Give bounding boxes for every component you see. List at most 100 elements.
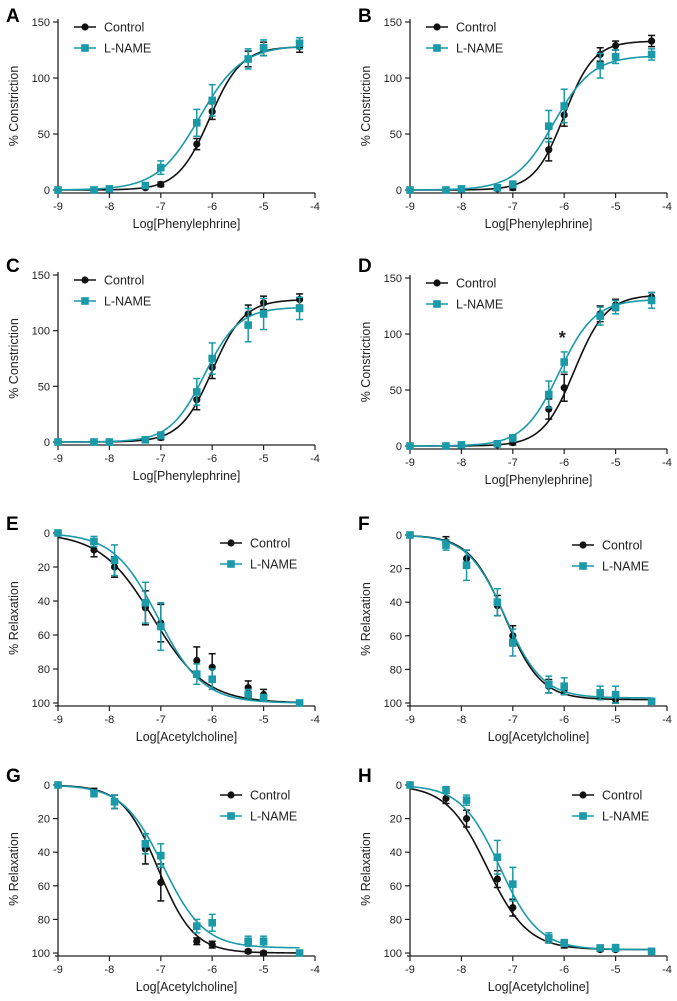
data-point — [259, 43, 268, 52]
x-tick-label: -7 — [156, 201, 166, 213]
x-axis-title: Log[Phenylephrine] — [485, 473, 593, 487]
data-point — [192, 922, 201, 930]
data-point — [244, 937, 252, 946]
x-tick-label: -7 — [156, 714, 166, 726]
data-point — [157, 878, 165, 887]
data-point — [295, 949, 304, 957]
x-tick-label: -9 — [405, 714, 415, 726]
data-point — [611, 303, 620, 311]
y-tick-label: 100 — [32, 698, 50, 710]
series-l-name — [54, 296, 304, 446]
data-point — [560, 358, 568, 366]
series-control — [54, 40, 304, 194]
data-point — [192, 119, 201, 127]
series-control — [406, 291, 656, 450]
data-point — [406, 442, 414, 450]
panel-label: B — [358, 6, 372, 27]
x-tick-label: -8 — [105, 453, 115, 465]
y-axis-title: % Relaxation — [7, 581, 21, 655]
data-point — [208, 675, 216, 683]
y-tick-label: 40 — [38, 847, 50, 859]
panel-label: C — [6, 256, 20, 277]
legend-marker — [81, 276, 89, 284]
legend-label: Control — [104, 274, 144, 288]
x-tick-label: -5 — [611, 714, 621, 726]
data-point — [192, 388, 201, 396]
y-tick-label: 60 — [38, 881, 50, 893]
data-point — [509, 904, 517, 912]
y-tick-label: 20 — [38, 562, 50, 574]
data-point — [105, 185, 114, 193]
y-tick-label: 20 — [390, 564, 402, 576]
data-point — [406, 781, 414, 789]
data-point — [611, 52, 620, 61]
x-tick-label: -6 — [207, 714, 217, 726]
x-axis-title: Log[Phenylephrine] — [133, 217, 241, 231]
x-tick-label: -5 — [611, 201, 621, 213]
x-tick-label: -9 — [405, 201, 415, 213]
y-axis-title: % Constriction — [359, 66, 373, 147]
legend-label: Control — [250, 537, 290, 551]
data-point — [442, 541, 450, 549]
data-point — [90, 186, 98, 194]
data-point — [612, 41, 620, 50]
legend-label: L-NAME — [250, 558, 297, 572]
x-tick-label: -5 — [259, 453, 269, 465]
x-tick-label: -5 — [259, 964, 269, 976]
data-point — [560, 102, 568, 110]
series-l-name — [406, 291, 656, 450]
panel-label: E — [6, 514, 19, 535]
series-control — [406, 531, 656, 705]
y-tick-label: 60 — [38, 630, 50, 642]
fit-curve — [57, 46, 300, 191]
y-tick-label: 100 — [32, 948, 50, 960]
y-tick-label: 60 — [390, 881, 402, 893]
y-tick-label: 0 — [44, 528, 50, 540]
data-point — [259, 694, 268, 702]
x-tick-label: -4 — [310, 714, 320, 726]
legend-label: Control — [456, 277, 496, 291]
data-point — [647, 296, 656, 305]
x-axis-title: Log[Acetylcholine] — [136, 980, 237, 994]
y-tick-label: 80 — [38, 664, 50, 676]
data-point — [462, 796, 471, 804]
x-tick-label: -4 — [310, 964, 320, 976]
legend-label: L-NAME — [104, 42, 151, 56]
x-tick-label: -7 — [508, 457, 518, 469]
x-axis-title: Log[Acetylcholine] — [488, 980, 589, 994]
x-tick-label: -6 — [559, 964, 569, 976]
data-point — [208, 918, 216, 927]
legend-label: L-NAME — [104, 295, 151, 309]
y-tick-label: 0 — [44, 185, 50, 197]
legend-label: Control — [456, 21, 496, 35]
y-tick-label: 100 — [32, 73, 50, 85]
series-control — [54, 781, 304, 957]
legend-marker — [579, 812, 587, 820]
x-axis-title: Log[Phenylephrine] — [133, 469, 241, 483]
x-tick-label: -7 — [156, 453, 166, 465]
legend-marker — [433, 44, 441, 52]
y-tick-label: 100 — [384, 698, 402, 710]
legend-label: Control — [602, 539, 642, 553]
data-point — [442, 442, 450, 450]
legend-label: Control — [602, 789, 642, 803]
legend-label: Control — [104, 21, 144, 35]
data-point — [193, 140, 201, 148]
data-point — [157, 851, 165, 860]
y-tick-label: 40 — [390, 847, 402, 859]
x-tick-label: -6 — [559, 457, 569, 469]
y-tick-label: 50 — [390, 129, 402, 141]
legend-label: Control — [250, 789, 290, 803]
chart-panel-c: C -9 -8 -7 -6 -5 -4 0 50 100 150 Log[Phenylephrine]… — [6, 256, 320, 483]
legend-label: L-NAME — [456, 298, 503, 312]
fit-curve — [410, 295, 652, 447]
y-tick-label: 50 — [38, 381, 50, 393]
x-tick-label: -4 — [310, 453, 320, 465]
y-axis-title: % Relaxation — [7, 832, 21, 906]
x-tick-label: -6 — [559, 714, 569, 726]
data-point — [141, 598, 150, 607]
data-point — [90, 789, 98, 798]
y-tick-label: 0 — [396, 530, 402, 542]
x-axis-title: Log[Acetylcholine] — [488, 730, 589, 744]
